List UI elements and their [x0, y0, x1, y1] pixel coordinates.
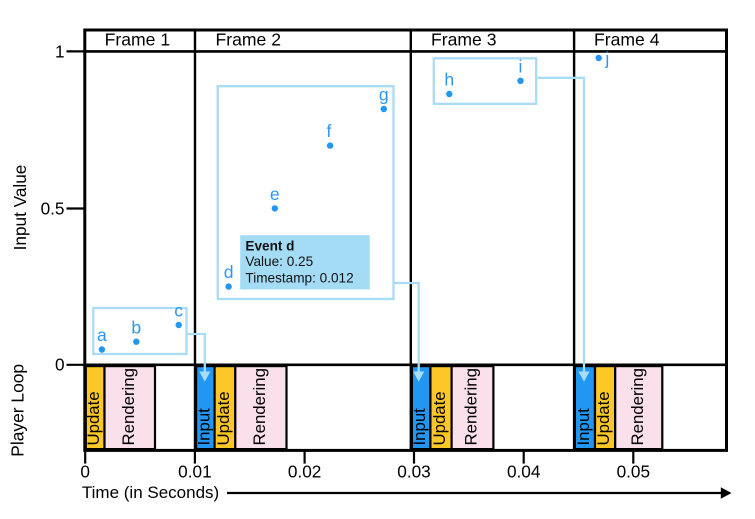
svg-text:h: h: [444, 70, 454, 90]
svg-text:0.04: 0.04: [507, 462, 541, 482]
svg-text:Value: 0.25: Value: 0.25: [245, 254, 313, 269]
svg-text:c: c: [174, 301, 183, 321]
svg-text:j: j: [604, 49, 609, 69]
svg-text:Input: Input: [574, 408, 593, 446]
svg-text:e: e: [270, 184, 280, 204]
svg-text:Frame 4: Frame 4: [594, 29, 660, 49]
svg-text:0.03: 0.03: [397, 462, 430, 482]
svg-text:a: a: [97, 325, 107, 345]
svg-text:Time (in Seconds): Time (in Seconds): [82, 483, 219, 502]
svg-text:g: g: [379, 85, 389, 105]
svg-text:Update: Update: [214, 391, 233, 445]
svg-text:0: 0: [55, 355, 65, 375]
svg-text:1: 1: [55, 41, 65, 61]
svg-text:0: 0: [80, 462, 90, 482]
svg-text:Update: Update: [84, 391, 103, 445]
svg-text:Frame 2: Frame 2: [216, 29, 282, 49]
svg-text:Timestamp: 0.012: Timestamp: 0.012: [245, 270, 353, 285]
svg-text:Input: Input: [410, 408, 429, 446]
svg-text:Event d: Event d: [245, 239, 294, 254]
svg-text:Frame 1: Frame 1: [105, 29, 171, 49]
svg-text:0.02: 0.02: [288, 462, 321, 482]
svg-text:d: d: [224, 262, 234, 282]
svg-text:Input: Input: [194, 408, 213, 446]
svg-text:0.01: 0.01: [178, 462, 211, 482]
svg-text:Rendering: Rendering: [628, 368, 647, 445]
svg-text:Rendering: Rendering: [462, 368, 481, 445]
svg-text:0.5: 0.5: [41, 198, 65, 218]
svg-text:Update: Update: [594, 391, 613, 445]
svg-text:b: b: [131, 317, 141, 337]
svg-text:Player Loop: Player Loop: [8, 364, 28, 457]
svg-text:Frame 3: Frame 3: [431, 29, 497, 49]
svg-text:i: i: [519, 56, 523, 76]
svg-text:f: f: [327, 121, 332, 141]
svg-text:Update: Update: [430, 391, 449, 445]
svg-text:0.05: 0.05: [617, 462, 650, 482]
svg-text:Input Value: Input Value: [10, 165, 30, 251]
svg-text:Rendering: Rendering: [119, 368, 138, 445]
svg-text:Rendering: Rendering: [250, 368, 269, 445]
